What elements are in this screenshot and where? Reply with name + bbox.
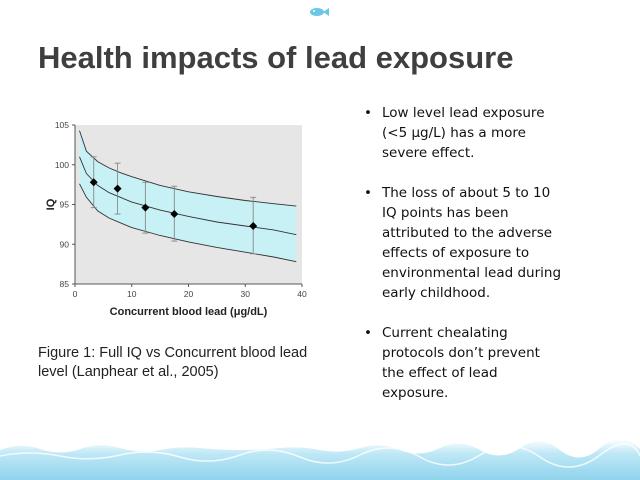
lower-bound-curve	[79, 183, 297, 263]
bullet-text: Current chealating protocols don’t preve…	[382, 325, 540, 401]
upper-bound-curve	[79, 130, 297, 207]
bullet-text: Low level lead exposure (<5 μg/L) has a …	[382, 105, 545, 161]
x-tick-label: 0	[73, 289, 78, 299]
data-points	[89, 156, 258, 255]
iq-vs-blood-lead-chart: 85 90 95 100 105 0 10 20 30 40 IQ Concurrent bloo…	[45, 120, 307, 318]
fish-icon	[310, 8, 329, 16]
x-tick-label: 40	[297, 289, 307, 299]
x-tick-label: 20	[184, 289, 194, 299]
x-tick-label: 10	[127, 289, 137, 299]
y-tick-label: 90	[60, 239, 70, 249]
confidence-band	[79, 130, 297, 262]
bullet-item: • Current chealating protocols don’t prev…	[364, 323, 564, 403]
bullet-glyph: •	[364, 185, 372, 201]
y-tick-label: 85	[60, 279, 70, 289]
water-wave-decoration	[0, 440, 640, 480]
bullet-glyph: •	[364, 105, 372, 121]
diamond-marker	[113, 184, 122, 193]
y-tick-label: 105	[55, 120, 69, 130]
slide-title: Health impacts of lead exposure	[38, 40, 514, 75]
bullet-glyph: •	[364, 325, 372, 341]
bullet-list: • Low level lead exposure (<5 μg/L) has a…	[364, 103, 564, 423]
bullet-item: • Low level lead exposure (<5 μg/L) has a…	[364, 103, 564, 163]
diamond-marker	[170, 210, 179, 219]
diamond-marker	[89, 178, 98, 187]
y-tick-label: 95	[60, 200, 70, 210]
bullet-text: The loss of about 5 to 10 IQ points has …	[382, 185, 562, 301]
y-axis-label: IQ	[45, 198, 57, 210]
y-tick-label: 100	[55, 160, 69, 170]
diamond-marker	[249, 221, 258, 230]
x-axis-label: Concurrent blood lead (μg/dL)	[110, 306, 268, 318]
x-tick-label: 30	[241, 289, 251, 299]
figure-caption: Figure 1: Full IQ vs Concurrent blood le…	[38, 345, 308, 380]
axes: 85 90 95 100 105 0 10 20 30 40	[55, 120, 307, 299]
diamond-marker	[141, 203, 150, 212]
bullet-item: • The loss of about 5 to 10 IQ points has…	[364, 183, 564, 303]
